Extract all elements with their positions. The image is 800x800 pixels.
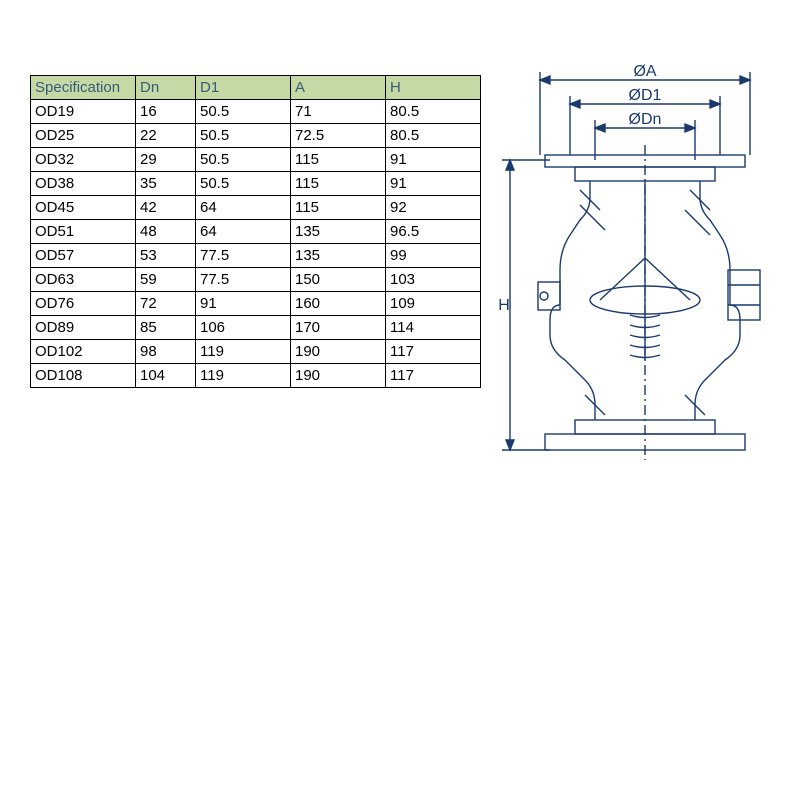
cell: 72 [136, 292, 196, 316]
cell: 119 [196, 364, 291, 388]
cell: OD38 [31, 172, 136, 196]
table-row: OD108104119190117 [31, 364, 481, 388]
cell: 98 [136, 340, 196, 364]
cell: 91 [386, 172, 481, 196]
cell: 104 [136, 364, 196, 388]
cell: 135 [291, 244, 386, 268]
col-a: A [291, 76, 386, 100]
table-row: OD575377.513599 [31, 244, 481, 268]
cell: OD25 [31, 124, 136, 148]
cell: 92 [386, 196, 481, 220]
cell: 77.5 [196, 244, 291, 268]
cell: 71 [291, 100, 386, 124]
svg-text:H: H [498, 297, 510, 314]
cell: 170 [291, 316, 386, 340]
table-row: OD252250.572.580.5 [31, 124, 481, 148]
table-row: OD51486413596.5 [31, 220, 481, 244]
table-row: OD8985106170114 [31, 316, 481, 340]
svg-text:ØD1: ØD1 [629, 87, 662, 104]
cell: 72.5 [291, 124, 386, 148]
cell: OD51 [31, 220, 136, 244]
cell: 53 [136, 244, 196, 268]
cell: 96.5 [386, 220, 481, 244]
table-row: OD191650.57180.5 [31, 100, 481, 124]
cell: 80.5 [386, 100, 481, 124]
cell: 117 [386, 364, 481, 388]
cell: 91 [196, 292, 291, 316]
cell: 103 [386, 268, 481, 292]
cell: 50.5 [196, 124, 291, 148]
table-row: OD383550.511591 [31, 172, 481, 196]
cell: 50.5 [196, 148, 291, 172]
col-dn: Dn [136, 76, 196, 100]
col-d1: D1 [196, 76, 291, 100]
spec-table: Specification Dn D1 A H OD191650.57180.5… [30, 75, 481, 388]
cell: 48 [136, 220, 196, 244]
col-h: H [386, 76, 481, 100]
cell: 80.5 [386, 124, 481, 148]
cell: 77.5 [196, 268, 291, 292]
svg-text:ØDn: ØDn [629, 111, 662, 128]
table-row: OD767291160109 [31, 292, 481, 316]
cell: OD45 [31, 196, 136, 220]
cell: OD89 [31, 316, 136, 340]
cell: 64 [196, 220, 291, 244]
cell: 119 [196, 340, 291, 364]
cell: OD63 [31, 268, 136, 292]
col-spec: Specification [31, 76, 136, 100]
cell: 59 [136, 268, 196, 292]
cell: OD76 [31, 292, 136, 316]
cell: 190 [291, 340, 386, 364]
cell: OD108 [31, 364, 136, 388]
cell: OD57 [31, 244, 136, 268]
table-row: OD10298119190117 [31, 340, 481, 364]
cell: 50.5 [196, 100, 291, 124]
cell: 160 [291, 292, 386, 316]
cell: 42 [136, 196, 196, 220]
cell: 16 [136, 100, 196, 124]
cell: 150 [291, 268, 386, 292]
table-row: OD635977.5150103 [31, 268, 481, 292]
cell: 114 [386, 316, 481, 340]
cell: 50.5 [196, 172, 291, 196]
cell: OD32 [31, 148, 136, 172]
cell: 22 [136, 124, 196, 148]
cell: 115 [291, 196, 386, 220]
cell: 117 [386, 340, 481, 364]
cell: 91 [386, 148, 481, 172]
dimension-diagram: ØA ØD1 ØDn [490, 60, 780, 480]
cell: 99 [386, 244, 481, 268]
cell: OD102 [31, 340, 136, 364]
cell: 35 [136, 172, 196, 196]
header-row: Specification Dn D1 A H [31, 76, 481, 100]
cell: 115 [291, 172, 386, 196]
cell: 106 [196, 316, 291, 340]
cell: 135 [291, 220, 386, 244]
cell: 109 [386, 292, 481, 316]
spec-table-wrap: Specification Dn D1 A H OD191650.57180.5… [30, 75, 481, 388]
table-row: OD322950.511591 [31, 148, 481, 172]
cell: 85 [136, 316, 196, 340]
table-row: OD45426411592 [31, 196, 481, 220]
cell: 115 [291, 148, 386, 172]
svg-text:ØA: ØA [633, 63, 656, 80]
cell: 29 [136, 148, 196, 172]
page-container: Specification Dn D1 A H OD191650.57180.5… [0, 0, 800, 800]
table-body: OD191650.57180.5OD252250.572.580.5OD3229… [31, 100, 481, 388]
cell: 190 [291, 364, 386, 388]
cell: 64 [196, 196, 291, 220]
cell: OD19 [31, 100, 136, 124]
